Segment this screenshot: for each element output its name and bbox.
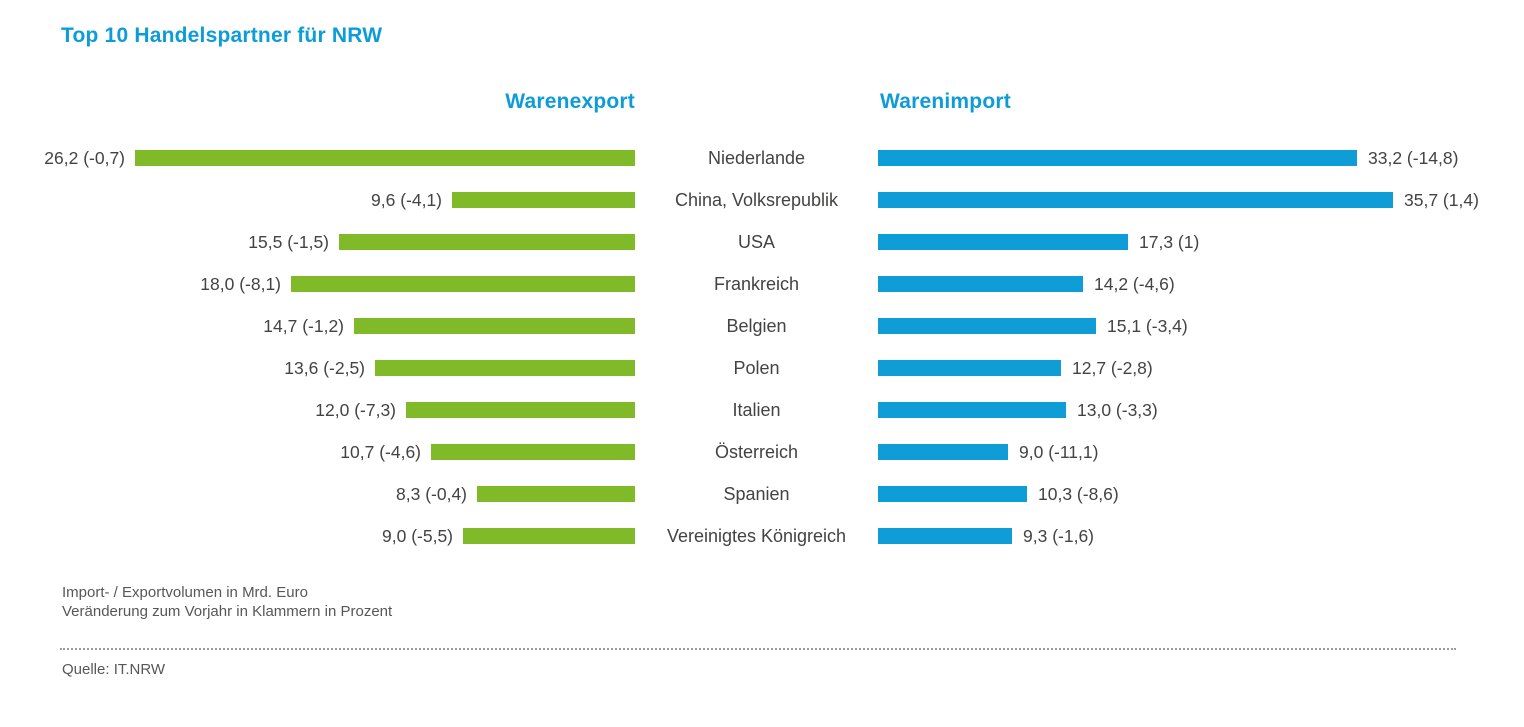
import-column-header: Warenimport bbox=[880, 90, 1011, 113]
import-bar bbox=[878, 150, 1357, 166]
export-cell: 14,7 (-1,2) bbox=[0, 305, 635, 347]
export-cell: 13,6 (-2,5) bbox=[0, 347, 635, 389]
export-value-label: 13,6 (-2,5) bbox=[284, 357, 365, 378]
import-bar bbox=[878, 276, 1083, 292]
country-label: Spanien bbox=[723, 483, 790, 504]
import-bar bbox=[878, 234, 1128, 250]
page-title: Top 10 Handelspartner für NRW bbox=[61, 24, 383, 47]
export-value-label: 9,6 (-4,1) bbox=[371, 189, 442, 210]
import-value-label: 14,2 (-4,6) bbox=[1094, 273, 1175, 294]
footnote-volume-unit: Import- / Exportvolumen in Mrd. Euro bbox=[62, 584, 308, 601]
import-bar bbox=[878, 192, 1393, 208]
export-bar bbox=[406, 402, 635, 418]
import-cell: 17,3 (1) bbox=[878, 221, 1524, 263]
import-cell: 33,2 (-14,8) bbox=[878, 137, 1524, 179]
chart-row: 18,0 (-8,1) Frankreich 14,2 (-4,6) bbox=[0, 263, 1524, 305]
export-bar bbox=[339, 234, 635, 250]
country-label: Österreich bbox=[714, 441, 799, 462]
export-cell: 10,7 (-4,6) bbox=[0, 431, 635, 473]
country-label: USA bbox=[737, 231, 775, 252]
chart-row: 26,2 (-0,7) Niederlande 33,2 (-14,8) bbox=[0, 137, 1524, 179]
export-bar bbox=[354, 318, 635, 334]
export-value-label: 9,0 (-5,5) bbox=[382, 525, 453, 546]
export-value-label: 10,7 (-4,6) bbox=[340, 441, 421, 462]
chart-row: 9,0 (-5,5) Vereinigtes Königreich 9,3 (-… bbox=[0, 515, 1524, 557]
export-cell: 9,6 (-4,1) bbox=[0, 179, 635, 221]
export-bar bbox=[463, 528, 635, 544]
center-spacer bbox=[635, 90, 878, 114]
chart-row: 9,6 (-4,1) China, Volksrepublik 35,7 (1,… bbox=[0, 179, 1524, 221]
chart-row: 15,5 (-1,5) USA 17,3 (1) bbox=[0, 221, 1524, 263]
export-column-header: Warenexport bbox=[505, 90, 635, 113]
export-cell: 15,5 (-1,5) bbox=[0, 221, 635, 263]
column-headers: Warenexport Warenimport bbox=[0, 90, 1524, 114]
country-label: Belgien bbox=[726, 315, 787, 336]
export-bar bbox=[291, 276, 635, 292]
export-value-label: 8,3 (-0,4) bbox=[396, 483, 467, 504]
export-cell: 26,2 (-0,7) bbox=[0, 137, 635, 179]
export-bar bbox=[431, 444, 635, 460]
export-bar bbox=[477, 486, 635, 502]
chart-row: 12,0 (-7,3) Italien 13,0 (-3,3) bbox=[0, 389, 1524, 431]
import-value-label: 10,3 (-8,6) bbox=[1038, 483, 1119, 504]
import-value-label: 17,3 (1) bbox=[1139, 231, 1200, 252]
import-cell: 14,2 (-4,6) bbox=[878, 263, 1524, 305]
export-bar bbox=[375, 360, 635, 376]
import-cell: 15,1 (-3,4) bbox=[878, 305, 1524, 347]
import-bar bbox=[878, 318, 1096, 334]
import-cell: 10,3 (-8,6) bbox=[878, 473, 1524, 515]
export-value-label: 12,0 (-7,3) bbox=[315, 399, 396, 420]
import-bar bbox=[878, 444, 1008, 460]
import-value-label: 9,3 (-1,6) bbox=[1023, 525, 1094, 546]
chart-row: 14,7 (-1,2) Belgien 15,1 (-3,4) bbox=[0, 305, 1524, 347]
import-value-label: 13,0 (-3,3) bbox=[1077, 399, 1158, 420]
country-label: Vereinigtes Königreich bbox=[666, 525, 847, 546]
import-value-label: 35,7 (1,4) bbox=[1404, 189, 1479, 210]
country-label: Niederlande bbox=[707, 147, 806, 168]
chart-row: 13,6 (-2,5) Polen 12,7 (-2,8) bbox=[0, 347, 1524, 389]
import-cell: 9,0 (-11,1) bbox=[878, 431, 1524, 473]
chart-row: 8,3 (-0,4) Spanien 10,3 (-8,6) bbox=[0, 473, 1524, 515]
chart-row: 10,7 (-4,6) Österreich 9,0 (-11,1) bbox=[0, 431, 1524, 473]
dotted-divider bbox=[60, 648, 1456, 650]
source-credit: Quelle: IT.NRW bbox=[62, 661, 166, 678]
import-bar bbox=[878, 486, 1027, 502]
import-bar bbox=[878, 360, 1061, 376]
footnote-change-note: Veränderung zum Vorjahr in Klammern in P… bbox=[62, 603, 393, 620]
export-bar bbox=[135, 150, 635, 166]
import-cell: 9,3 (-1,6) bbox=[878, 515, 1524, 557]
import-value-label: 33,2 (-14,8) bbox=[1368, 147, 1459, 168]
import-value-label: 9,0 (-11,1) bbox=[1019, 441, 1099, 462]
country-label: China, Volksrepublik bbox=[674, 189, 839, 210]
import-bar bbox=[878, 528, 1012, 544]
import-cell: 35,7 (1,4) bbox=[878, 179, 1524, 221]
export-cell: 9,0 (-5,5) bbox=[0, 515, 635, 557]
export-value-label: 26,2 (-0,7) bbox=[44, 147, 125, 168]
export-cell: 12,0 (-7,3) bbox=[0, 389, 635, 431]
import-cell: 13,0 (-3,3) bbox=[878, 389, 1524, 431]
export-value-label: 15,5 (-1,5) bbox=[248, 231, 329, 252]
chart-rows: 26,2 (-0,7) Niederlande 33,2 (-14,8) 9,6… bbox=[0, 137, 1524, 557]
export-value-label: 18,0 (-8,1) bbox=[200, 273, 281, 294]
import-cell: 12,7 (-2,8) bbox=[878, 347, 1524, 389]
import-value-label: 12,7 (-2,8) bbox=[1072, 357, 1153, 378]
export-cell: 8,3 (-0,4) bbox=[0, 473, 635, 515]
export-value-label: 14,7 (-1,2) bbox=[263, 315, 344, 336]
import-value-label: 15,1 (-3,4) bbox=[1107, 315, 1188, 336]
export-cell: 18,0 (-8,1) bbox=[0, 263, 635, 305]
export-bar bbox=[452, 192, 635, 208]
import-bar bbox=[878, 402, 1066, 418]
footnotes: Import- / Exportvolumen in Mrd. Euro Ver… bbox=[62, 583, 392, 621]
country-label: Polen bbox=[733, 357, 780, 378]
country-label: Frankreich bbox=[713, 273, 800, 294]
country-label: Italien bbox=[732, 399, 781, 420]
